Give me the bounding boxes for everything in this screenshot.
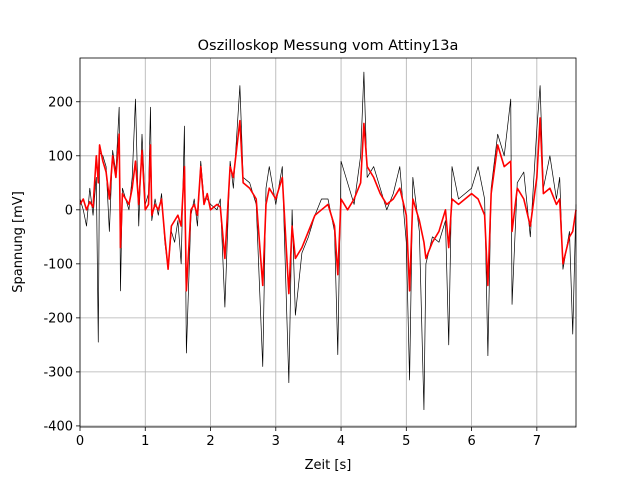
x-tick-label: 6 [467,434,475,449]
y-tick-label: 200 [48,95,73,110]
y-tick-label: -300 [43,365,73,380]
data-line [79,71,577,411]
x-tick-label: 2 [206,434,214,449]
x-tick-label: 0 [76,434,84,449]
y-axis-label: Spannung [mV] [11,191,26,293]
x-tick-label: 7 [533,434,541,449]
x-tick-label: 4 [337,434,345,449]
x-tick-label: 3 [272,434,280,449]
x-tick-label: 1 [141,434,149,449]
x-tick-label: 5 [402,434,410,449]
data-line [79,117,577,295]
y-tick-label: -200 [43,311,73,326]
axes-frame [79,57,577,428]
plot-area [79,71,577,411]
grid [79,58,576,427]
x-axis-label: Zeit [s] [305,458,352,473]
chart-title: Oszilloskop Messung vom Attiny13a [198,38,459,54]
y-tick-label: -100 [43,257,73,272]
y-tick-label: -400 [43,419,73,434]
y-tick-label: 100 [48,149,73,164]
y-tick-label: 0 [65,203,73,218]
